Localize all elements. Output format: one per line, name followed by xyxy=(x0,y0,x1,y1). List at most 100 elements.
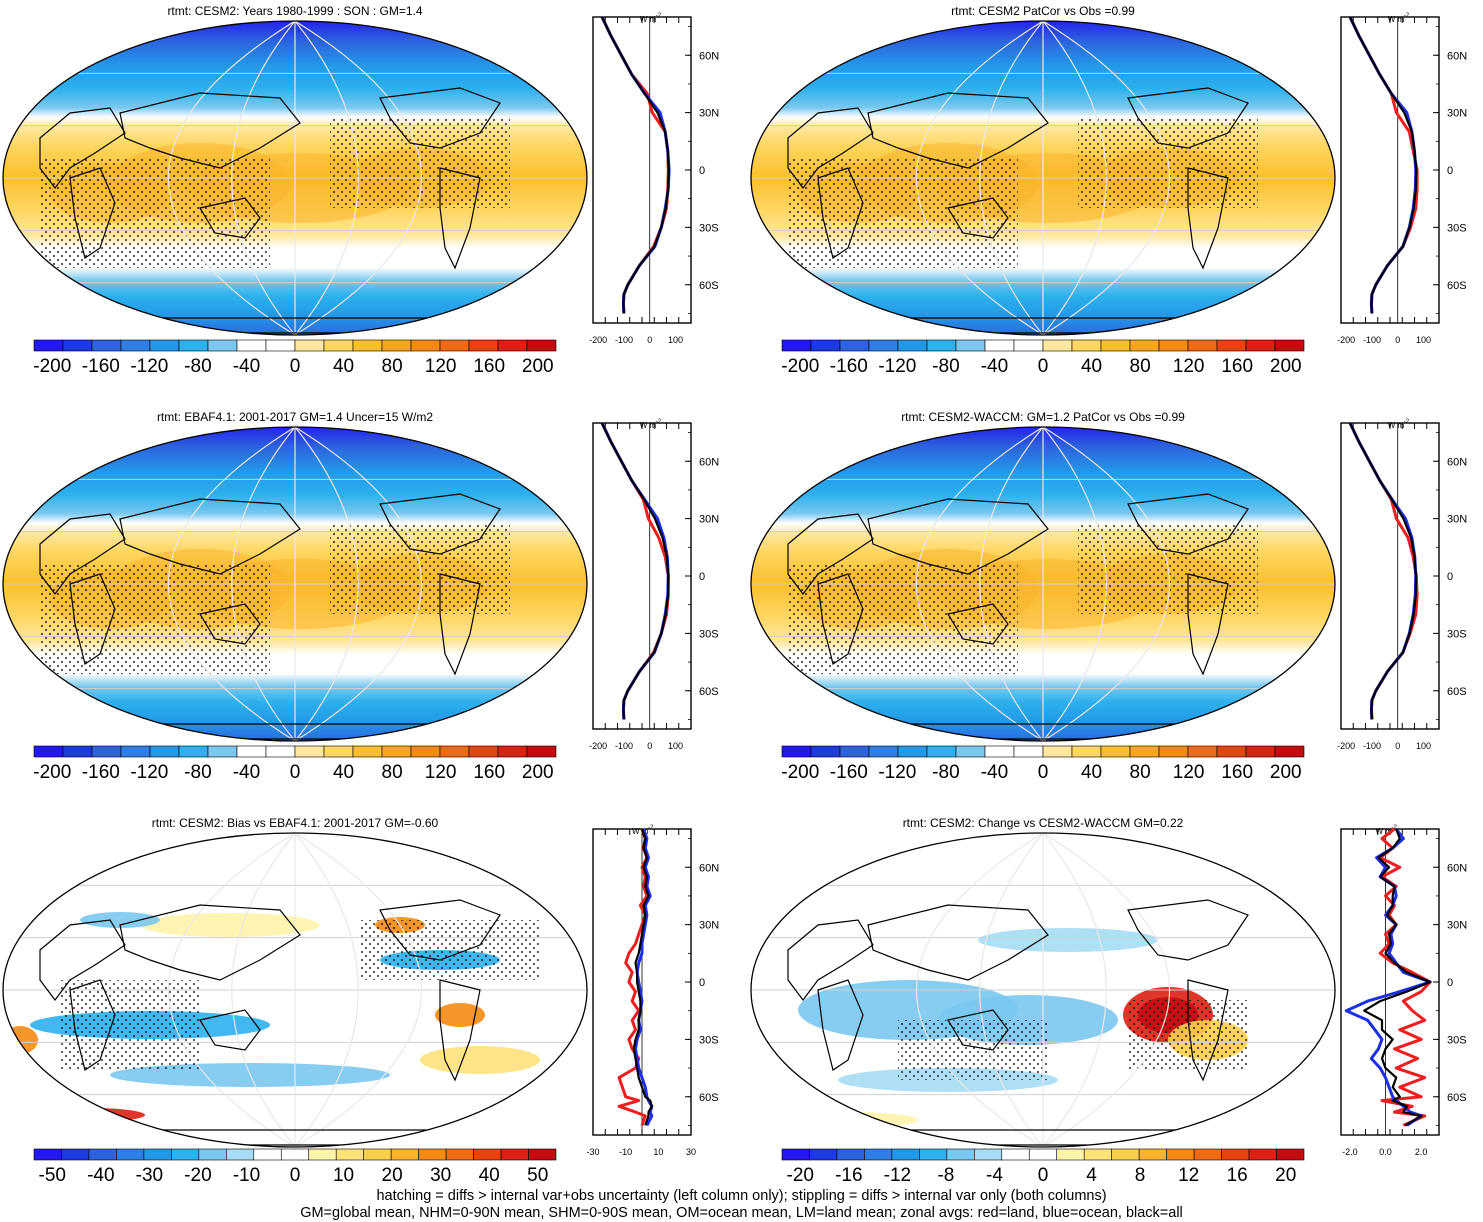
unit-label: W m xyxy=(1388,15,1405,24)
colorbar-swatch xyxy=(143,1148,172,1161)
continent-outline xyxy=(1127,87,1249,149)
colorbar-tick-label: -200 xyxy=(33,762,71,783)
continent-outline xyxy=(1127,899,1249,961)
colorbar-swatch xyxy=(955,339,986,352)
continent-outline xyxy=(199,603,261,645)
colorbar-swatch xyxy=(919,1148,948,1161)
colorbar-tick-label: 16 xyxy=(1227,1165,1248,1186)
colorbar-swatch xyxy=(926,745,957,758)
colorbar-swatch xyxy=(781,1148,810,1161)
unit-label: W m xyxy=(640,15,657,24)
colorbar-swatch xyxy=(120,745,151,758)
zonal-mean-plot: W m -2 60N 30N 0 30S 60S -200 -100 0 100 xyxy=(1337,13,1467,345)
continent-outline xyxy=(1187,979,1229,1082)
lat-tick-label: 60S xyxy=(1447,280,1467,292)
zonal-line-all xyxy=(1349,16,1418,314)
colorbar-tick-label: -80 xyxy=(184,356,211,377)
colorbar-swatch xyxy=(526,745,557,758)
colorbar-swatch xyxy=(1083,1148,1112,1161)
colorbar-tick-label: -80 xyxy=(932,356,959,377)
colorbar-swatch xyxy=(323,339,354,352)
meridian-line xyxy=(1042,427,1107,741)
colorbar-tick-label: -20 xyxy=(184,1165,211,1186)
colorbar-tick-label: -40 xyxy=(233,356,260,377)
meridian-line xyxy=(168,427,296,741)
colorbar-swatch xyxy=(946,1148,975,1161)
colorbar-tick-label: 0 xyxy=(290,356,301,377)
zonal-line-land xyxy=(617,828,649,1126)
continent-outline xyxy=(867,904,1049,981)
continent-outline xyxy=(439,573,481,676)
colorbar-swatch xyxy=(207,339,238,352)
colorbar-tick-label: -120 xyxy=(878,762,916,783)
colorbar-tick-label: 200 xyxy=(522,762,554,783)
map-field xyxy=(3,427,587,741)
robinson-map xyxy=(750,426,1336,742)
colorbar-tick-label: -120 xyxy=(878,356,916,377)
colorbar-swatch xyxy=(1216,745,1247,758)
continent-outline xyxy=(867,92,1049,169)
meridian-line xyxy=(979,833,1044,1147)
meridian-line xyxy=(294,21,359,335)
zonal-line-ocean xyxy=(634,828,654,1127)
colorbar-swatch xyxy=(120,339,151,352)
continent-outline xyxy=(119,498,301,575)
colorbar-tick-label: 120 xyxy=(425,762,457,783)
lat-tick-label: 30S xyxy=(699,222,719,234)
zonal-line-all xyxy=(601,422,670,720)
colorbar-swatch xyxy=(236,339,267,352)
colorbar-tick-label: 200 xyxy=(1270,356,1302,377)
x-tick-label: -200 xyxy=(1337,335,1355,345)
meridian-line xyxy=(916,833,1044,1147)
continent-outline xyxy=(439,979,481,1082)
colorbar-swatch xyxy=(1129,745,1160,758)
colorbar-swatch xyxy=(352,339,383,352)
colorbar-swatch xyxy=(445,1148,474,1161)
x-tick-label: 100 xyxy=(1416,335,1431,345)
colorbar-swatch xyxy=(1100,339,1131,352)
lat-tick-label: 60S xyxy=(1447,686,1467,698)
colorbar-swatch xyxy=(891,1148,920,1161)
colorbar-swatch xyxy=(1129,339,1160,352)
lat-tick-label: 0 xyxy=(1447,977,1453,989)
colorbar-swatch xyxy=(62,745,93,758)
colorbar-swatch xyxy=(1042,339,1073,352)
colorbar-tick-label: 160 xyxy=(473,762,505,783)
colorbar-swatch xyxy=(265,339,296,352)
zonal-line-land xyxy=(1348,16,1419,314)
continent-outline xyxy=(1127,493,1249,555)
colorbar-tick-label: -40 xyxy=(87,1165,114,1186)
zonal-mean-plot: W m -2 60N 30N 0 30S 60S -30 -10 10 30 xyxy=(586,825,719,1157)
colorbar-tick-label: 0 xyxy=(290,1165,301,1186)
colorbar-tick-label: -40 xyxy=(233,762,260,783)
colorbar-tick-label: 160 xyxy=(1221,762,1253,783)
meridian-line xyxy=(1042,21,1107,335)
meridian-line xyxy=(294,833,422,1147)
colorbar-swatch xyxy=(1248,1148,1277,1161)
continent-outline xyxy=(787,513,874,595)
meridian-line xyxy=(294,427,359,741)
anomaly-region xyxy=(3,1026,38,1054)
colorbar-tick-label: 120 xyxy=(1173,762,1205,783)
colorbar-swatch xyxy=(280,1148,310,1161)
lat-tick-label: 0 xyxy=(699,165,705,177)
lat-tick-label: 60N xyxy=(1447,50,1467,62)
x-tick-label: 0.0 xyxy=(1379,1147,1392,1157)
map-title: rtmt: CESM2-WACCM: GM=1.2 PatCor vs Obs … xyxy=(901,410,1185,424)
continent-outline xyxy=(69,167,116,259)
continent-outline xyxy=(1187,573,1229,676)
meridian-line xyxy=(1042,833,1107,1147)
colorbar-swatch xyxy=(868,339,899,352)
map-field xyxy=(751,21,1335,335)
colorbar-swatch xyxy=(1221,1148,1250,1161)
colorbar-swatch xyxy=(897,745,928,758)
colorbar-swatch xyxy=(178,745,209,758)
meridian-line xyxy=(231,21,296,335)
x-tick-label: -30 xyxy=(586,1147,599,1157)
map-title: rtmt: CESM2: Bias vs EBAF4.1: 2001-2017 … xyxy=(151,816,439,830)
colorbar: -200 -160 -120 -80 -40 0 40 80 120 160 200 xyxy=(781,745,1305,783)
map-title: rtmt: CESM2 PatCor vs Obs =0.99 xyxy=(951,4,1135,18)
meridian-line xyxy=(916,21,1044,335)
colorbar-tick-label: 40 xyxy=(1081,762,1102,783)
zonal-frame xyxy=(592,16,692,324)
